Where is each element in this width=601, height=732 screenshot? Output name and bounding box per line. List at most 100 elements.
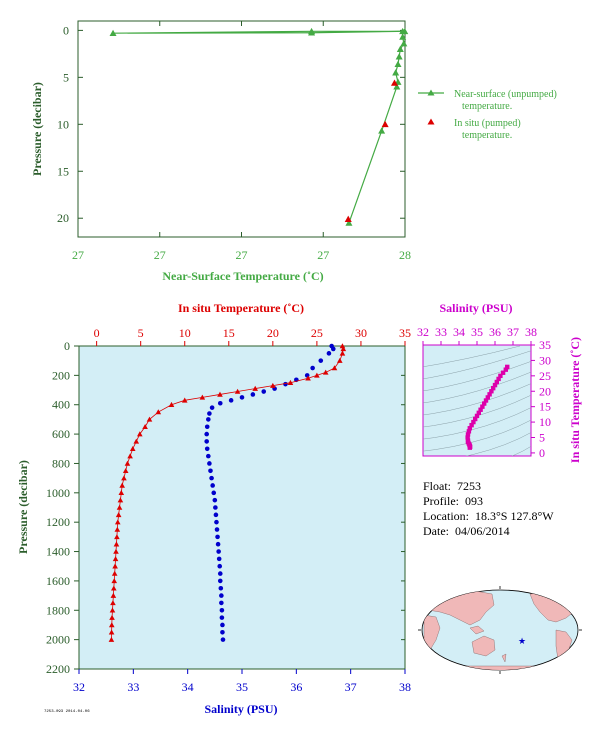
p2-salinity-point xyxy=(211,490,217,496)
p2-pressure-tick-label: 1000 xyxy=(46,486,70,500)
p2-salinity-point xyxy=(204,446,210,452)
p2-temp-tick-label: 10 xyxy=(179,326,191,340)
p3-x-tick-label: 36 xyxy=(489,325,501,339)
float-info: Float: 7253 Profile: 093 Location: 18.3°… xyxy=(423,479,554,539)
p3-ts-point xyxy=(503,367,508,372)
p3-y-tick-label: 15 xyxy=(539,400,551,414)
p2-pressure-tick-label: 600 xyxy=(52,427,70,441)
p2-salinity-point xyxy=(209,475,214,481)
p2-salinity-point xyxy=(213,512,219,518)
p3-salinity-axis-label: Salinity (PSU) xyxy=(439,301,512,315)
p2-salinity-point xyxy=(239,395,245,400)
p2-salinity-point xyxy=(207,411,212,416)
p2-pressure-tick-label: 1800 xyxy=(46,603,70,617)
p2-temperature-point xyxy=(199,394,206,400)
p2-temperature-point xyxy=(129,445,136,452)
p2-temp-tick-label: 30 xyxy=(355,326,367,340)
legend-unpumped-label: Near-surface (unpumped) temperature. xyxy=(454,89,559,112)
p2-temperature-point xyxy=(127,453,133,459)
p2-temp-tick-label: 20 xyxy=(267,326,279,340)
legend-pumped-label-line1: In situ (pumped) xyxy=(454,118,521,129)
p2-temperature-point xyxy=(252,385,259,391)
p2-salinity-point xyxy=(220,629,225,635)
p2-temperature-point xyxy=(142,423,148,429)
p2-temperature-point xyxy=(116,504,123,510)
p3-ts-point xyxy=(494,379,499,385)
p2-salinity-point xyxy=(219,615,225,620)
p1-point-0 xyxy=(395,53,403,60)
p2-salinity-point xyxy=(207,461,212,466)
p2-temperature-point xyxy=(113,548,119,554)
location-row: Location: 18.3°S 127.8°W xyxy=(423,509,554,524)
p1-point-1 xyxy=(344,215,352,222)
p3-temperature-axis-label: In situ Temperature (˚C) xyxy=(568,337,582,463)
p2-temperature-point xyxy=(112,563,118,569)
p3-x-tick-label: 38 xyxy=(525,325,537,339)
p2-temperature-point xyxy=(110,592,117,598)
p2-sal-tick-label: 37 xyxy=(345,680,357,694)
float-location-star-icon: ★ xyxy=(518,636,526,646)
p3-x-tick-label: 35 xyxy=(471,325,483,339)
legend-unpumped-label-line1: Near-surface (unpumped) xyxy=(454,89,557,100)
p2-temperature-point xyxy=(305,375,311,381)
p3-ts-point xyxy=(465,435,470,440)
p3-ts-point xyxy=(478,407,483,412)
p3-ts-point xyxy=(465,432,471,437)
p2-salinity-point xyxy=(204,424,210,430)
p1-legend: Near-surface (unpumped) temperature. In … xyxy=(418,89,559,141)
p2-temp-tick-label: 15 xyxy=(223,326,235,340)
p2-salinity-point xyxy=(209,405,215,410)
p2-temperature-axis-label: In situ Temperature (˚C) xyxy=(178,301,304,315)
p2-temperature-point xyxy=(340,346,347,352)
p2-salinity-point xyxy=(219,607,225,613)
p2-temperature-point xyxy=(217,391,223,397)
p2-sal-tick-label: 32 xyxy=(73,680,85,694)
float-value: 7253 xyxy=(457,479,482,493)
p2-temperature-point xyxy=(337,357,343,363)
p2-salinity-point xyxy=(217,571,223,576)
p3-y-tick-label: 30 xyxy=(539,353,551,367)
profile-label: Profile: xyxy=(423,494,459,508)
p3-density-contours xyxy=(423,345,531,456)
p2-temperature-point xyxy=(108,629,115,635)
p2-pressure-tick-label: 800 xyxy=(52,456,70,470)
p1-point-0 xyxy=(396,45,404,52)
p2-sal-tick-label: 38 xyxy=(399,680,411,694)
p2-temperature-point xyxy=(109,607,116,613)
p2-temperature-point xyxy=(136,431,143,437)
p3-x-tick-label: 32 xyxy=(417,325,429,339)
location-map: ★ xyxy=(418,586,582,674)
p2-temperature-point xyxy=(119,482,125,488)
p2-temperature-point xyxy=(108,622,115,628)
profile-chart: 0 5 10 15 20 25 30 35 32 33 34 35 36 37 38 0 200 400 600… xyxy=(16,301,411,716)
float-label: Float: xyxy=(423,479,452,493)
p3-ts-point xyxy=(492,382,498,388)
p3-ts-point xyxy=(485,395,490,400)
p2-salinity-point xyxy=(217,400,223,406)
p3-ts-point xyxy=(465,438,471,443)
profile-value: 093 xyxy=(465,494,483,508)
p3-y-tick-label: 5 xyxy=(539,431,545,445)
profile-row: Profile: 093 xyxy=(423,494,554,509)
p2-temperature-point xyxy=(331,365,338,371)
p3-ts-point xyxy=(482,401,487,406)
p3-y-tick-label: 35 xyxy=(539,338,551,352)
date-label: Date: xyxy=(423,524,449,538)
p2-temperature-point xyxy=(108,636,115,642)
p1-y-tick-label: 5 xyxy=(63,70,69,84)
p2-temperature-point xyxy=(112,556,119,562)
p3-x-tick-label: 33 xyxy=(435,325,447,339)
p2-salinity-point xyxy=(213,505,218,510)
p2-salinity-point xyxy=(215,541,221,547)
p2-temp-tick-label: 25 xyxy=(311,326,323,340)
p1-y-tick-label: 15 xyxy=(57,164,69,178)
p1-point-0 xyxy=(399,33,407,40)
p2-salinity-point xyxy=(310,365,315,371)
location-value: 18.3°S 127.8°W xyxy=(474,509,554,523)
p2-salinity-point xyxy=(210,483,215,488)
p3-ts-point xyxy=(505,364,510,370)
p2-temperature-point xyxy=(339,343,346,349)
p2-temperature-point xyxy=(113,541,120,547)
p1-point-0 xyxy=(345,219,353,226)
